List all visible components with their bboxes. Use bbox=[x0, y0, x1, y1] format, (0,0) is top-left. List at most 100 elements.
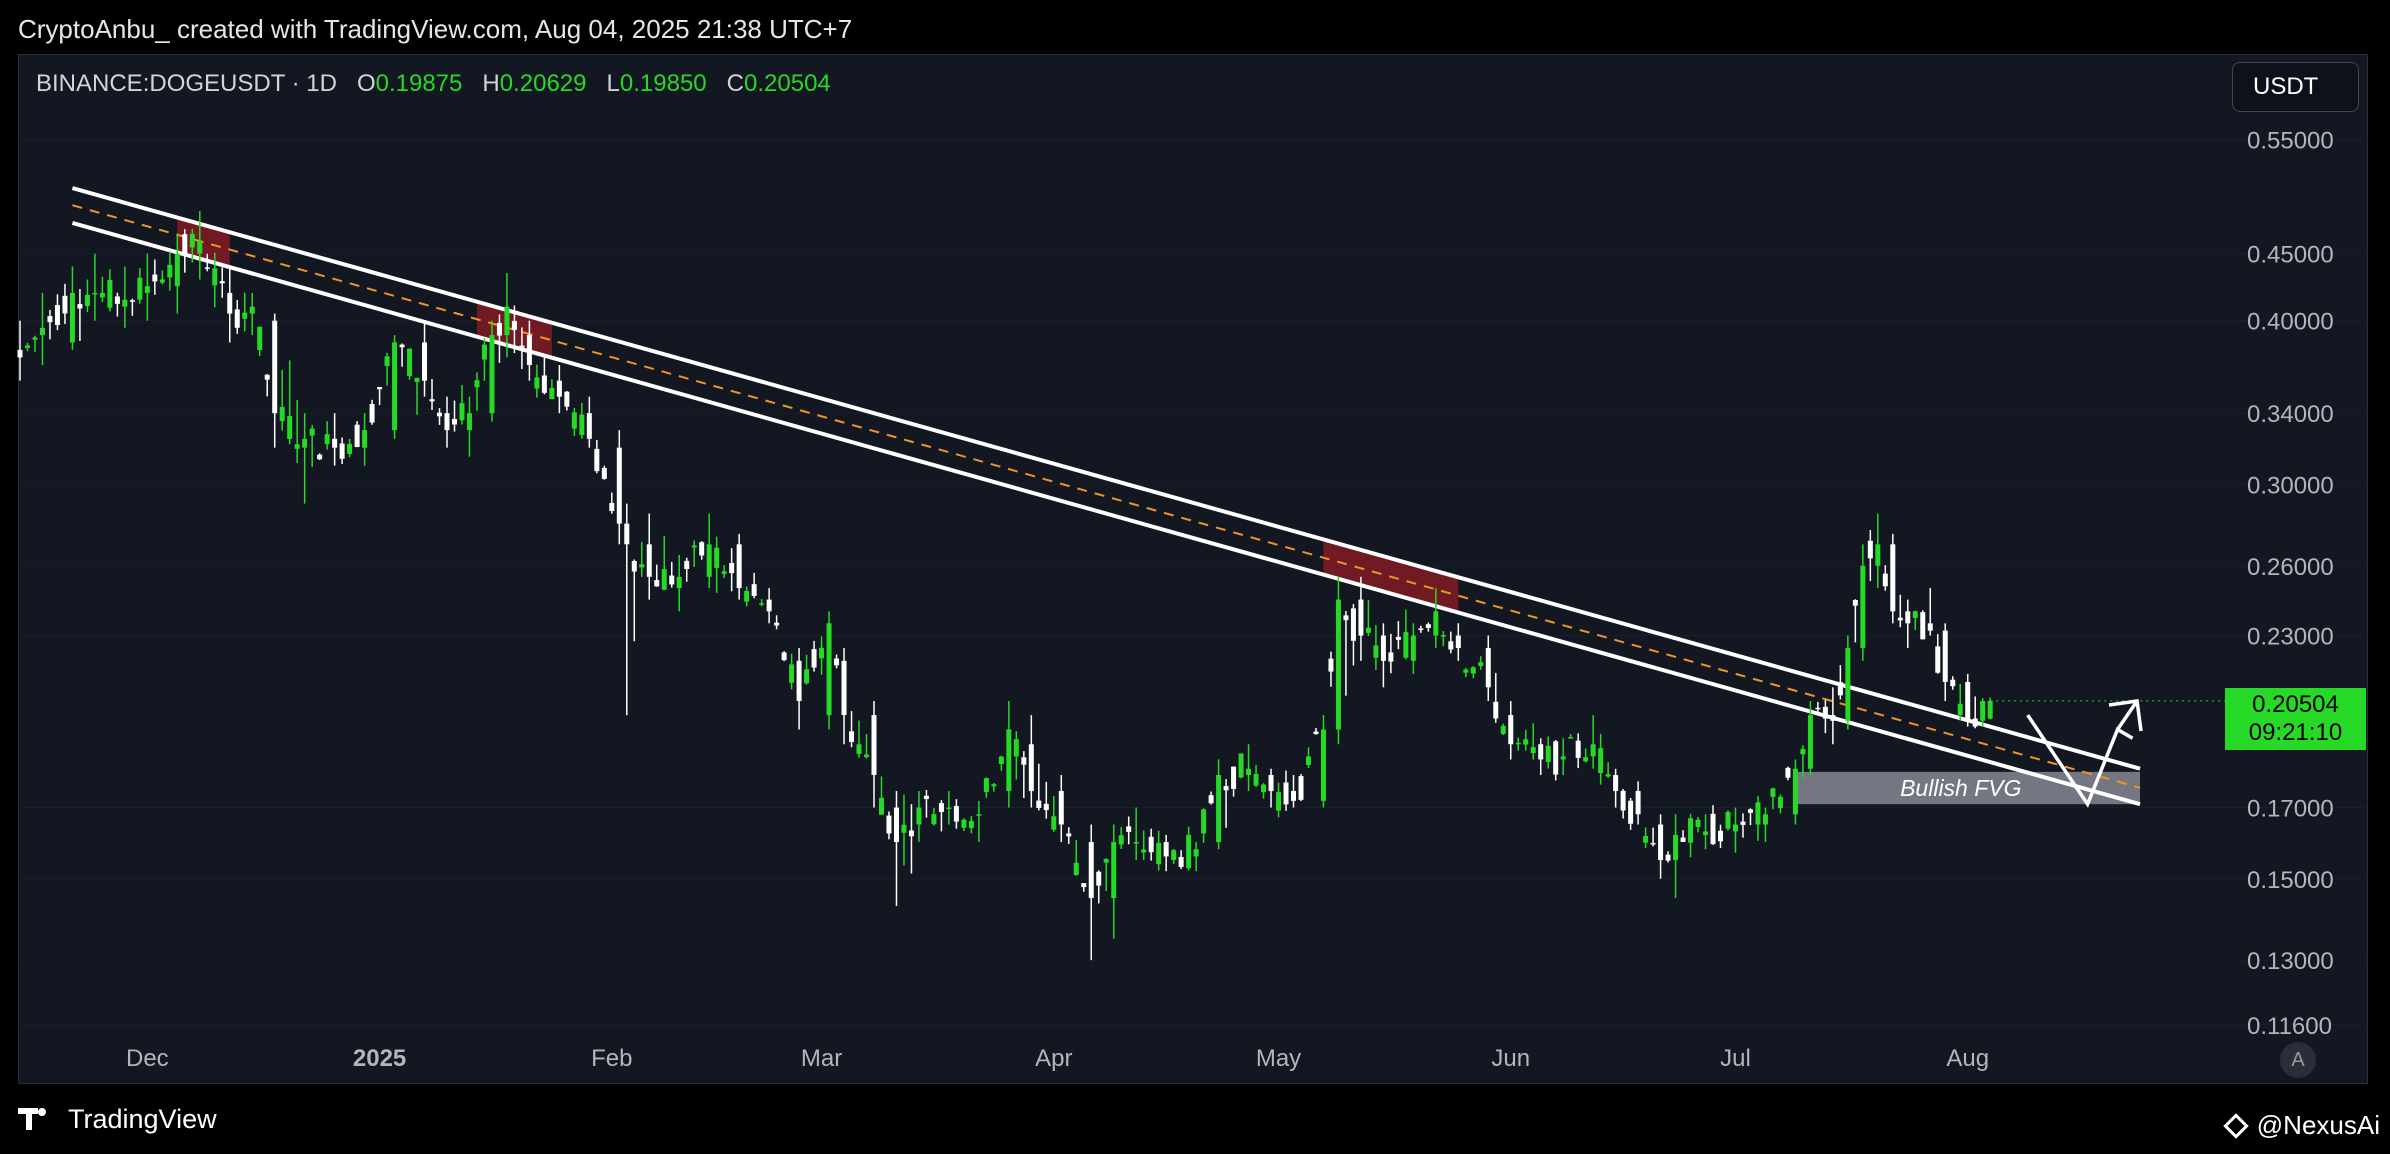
candle bbox=[1575, 733, 1581, 769]
high-value: 0.20629 bbox=[499, 70, 587, 97]
candle bbox=[1568, 734, 1574, 739]
candle bbox=[1268, 768, 1274, 808]
candle bbox=[1785, 766, 1791, 781]
candle bbox=[249, 292, 255, 336]
candle bbox=[1957, 683, 1963, 721]
candle bbox=[1073, 839, 1079, 876]
candle bbox=[32, 335, 38, 352]
candle bbox=[1965, 673, 1971, 727]
candle bbox=[751, 572, 757, 599]
author-caption: CryptoAnbu_ created with TradingView.com… bbox=[18, 14, 853, 44]
candle bbox=[1815, 701, 1821, 714]
projection-layer bbox=[2026, 699, 2143, 808]
candle bbox=[354, 421, 360, 448]
chart-panel[interactable] bbox=[18, 54, 2368, 1084]
candle bbox=[234, 299, 240, 334]
candle bbox=[414, 377, 420, 415]
candle bbox=[1732, 807, 1738, 853]
candle bbox=[931, 807, 937, 826]
x-tick-label: Aug bbox=[1946, 1045, 1989, 1072]
candle bbox=[1013, 731, 1019, 780]
candle bbox=[1223, 779, 1229, 828]
candle bbox=[541, 357, 547, 395]
candle bbox=[1021, 751, 1027, 799]
candle bbox=[886, 811, 892, 840]
candle bbox=[1852, 599, 1858, 643]
candle bbox=[1822, 700, 1828, 734]
candle bbox=[736, 533, 742, 600]
auto-scale-button[interactable]: A bbox=[2280, 1042, 2316, 1078]
candle bbox=[384, 352, 390, 386]
candle bbox=[774, 615, 780, 630]
candle bbox=[1238, 753, 1244, 779]
candle bbox=[1515, 737, 1521, 751]
candle bbox=[564, 391, 570, 411]
candle bbox=[1935, 634, 1941, 674]
y-tick-label: 0.34000 bbox=[2247, 401, 2334, 428]
candle bbox=[1051, 796, 1057, 832]
candle bbox=[1485, 635, 1491, 702]
candle bbox=[77, 289, 83, 341]
candle bbox=[556, 365, 562, 414]
candle bbox=[1253, 764, 1259, 788]
candle bbox=[1942, 623, 1948, 702]
candle bbox=[804, 654, 810, 685]
candle bbox=[1148, 828, 1154, 861]
candle bbox=[167, 251, 173, 291]
candle bbox=[347, 438, 353, 458]
candle bbox=[1680, 830, 1686, 843]
candle bbox=[729, 548, 735, 592]
candle bbox=[114, 292, 120, 317]
candle bbox=[1718, 824, 1724, 849]
candle bbox=[62, 283, 68, 325]
candle bbox=[242, 292, 248, 332]
candle bbox=[1320, 715, 1326, 808]
candle bbox=[916, 791, 922, 843]
candle bbox=[871, 701, 877, 808]
candle bbox=[1246, 744, 1252, 792]
tradingview-icon bbox=[18, 1106, 58, 1132]
candle bbox=[1291, 775, 1297, 808]
close-value: 0.20504 bbox=[744, 70, 831, 97]
candle bbox=[789, 653, 795, 690]
candle bbox=[17, 320, 23, 381]
candle bbox=[1298, 774, 1304, 802]
credit-text: @NexusAi bbox=[2256, 1110, 2380, 1140]
currency-button[interactable]: USDT bbox=[2232, 62, 2359, 112]
y-tick-label: 0.45000 bbox=[2247, 242, 2334, 269]
candle bbox=[122, 266, 128, 328]
candle bbox=[811, 640, 817, 672]
candle bbox=[759, 599, 765, 607]
candle bbox=[594, 439, 600, 474]
chart-header: CryptoAnbu_ created with TradingView.com… bbox=[0, 0, 2390, 54]
candle bbox=[279, 369, 285, 431]
candle bbox=[534, 364, 540, 398]
candle bbox=[1261, 783, 1267, 799]
x-tick-label: Apr bbox=[1035, 1045, 1072, 1072]
candle bbox=[953, 799, 959, 829]
candle bbox=[1043, 781, 1049, 819]
candle bbox=[586, 396, 592, 448]
symbol-name[interactable]: BINANCE:DOGEUSDT · 1D bbox=[36, 70, 337, 97]
candle bbox=[624, 503, 630, 716]
candle bbox=[459, 385, 465, 425]
candle bbox=[257, 326, 263, 357]
candle bbox=[1335, 576, 1341, 745]
candle bbox=[437, 408, 443, 425]
candle bbox=[429, 379, 435, 411]
candles bbox=[17, 211, 2225, 961]
y-tick-label: 0.13000 bbox=[2247, 948, 2334, 975]
candle bbox=[1508, 701, 1514, 760]
projection-arrow-head bbox=[2108, 699, 2143, 732]
candle bbox=[1650, 827, 1656, 847]
candle bbox=[1673, 814, 1679, 899]
candle bbox=[84, 279, 90, 313]
candle bbox=[1703, 814, 1709, 850]
candle bbox=[1800, 745, 1806, 778]
x-tick-label: Jun bbox=[1491, 1045, 1530, 1072]
candle bbox=[332, 413, 338, 466]
candle bbox=[1305, 747, 1311, 769]
channel-upper-line bbox=[71, 186, 2141, 771]
tradingview-logo[interactable]: TradingView bbox=[18, 1102, 217, 1136]
